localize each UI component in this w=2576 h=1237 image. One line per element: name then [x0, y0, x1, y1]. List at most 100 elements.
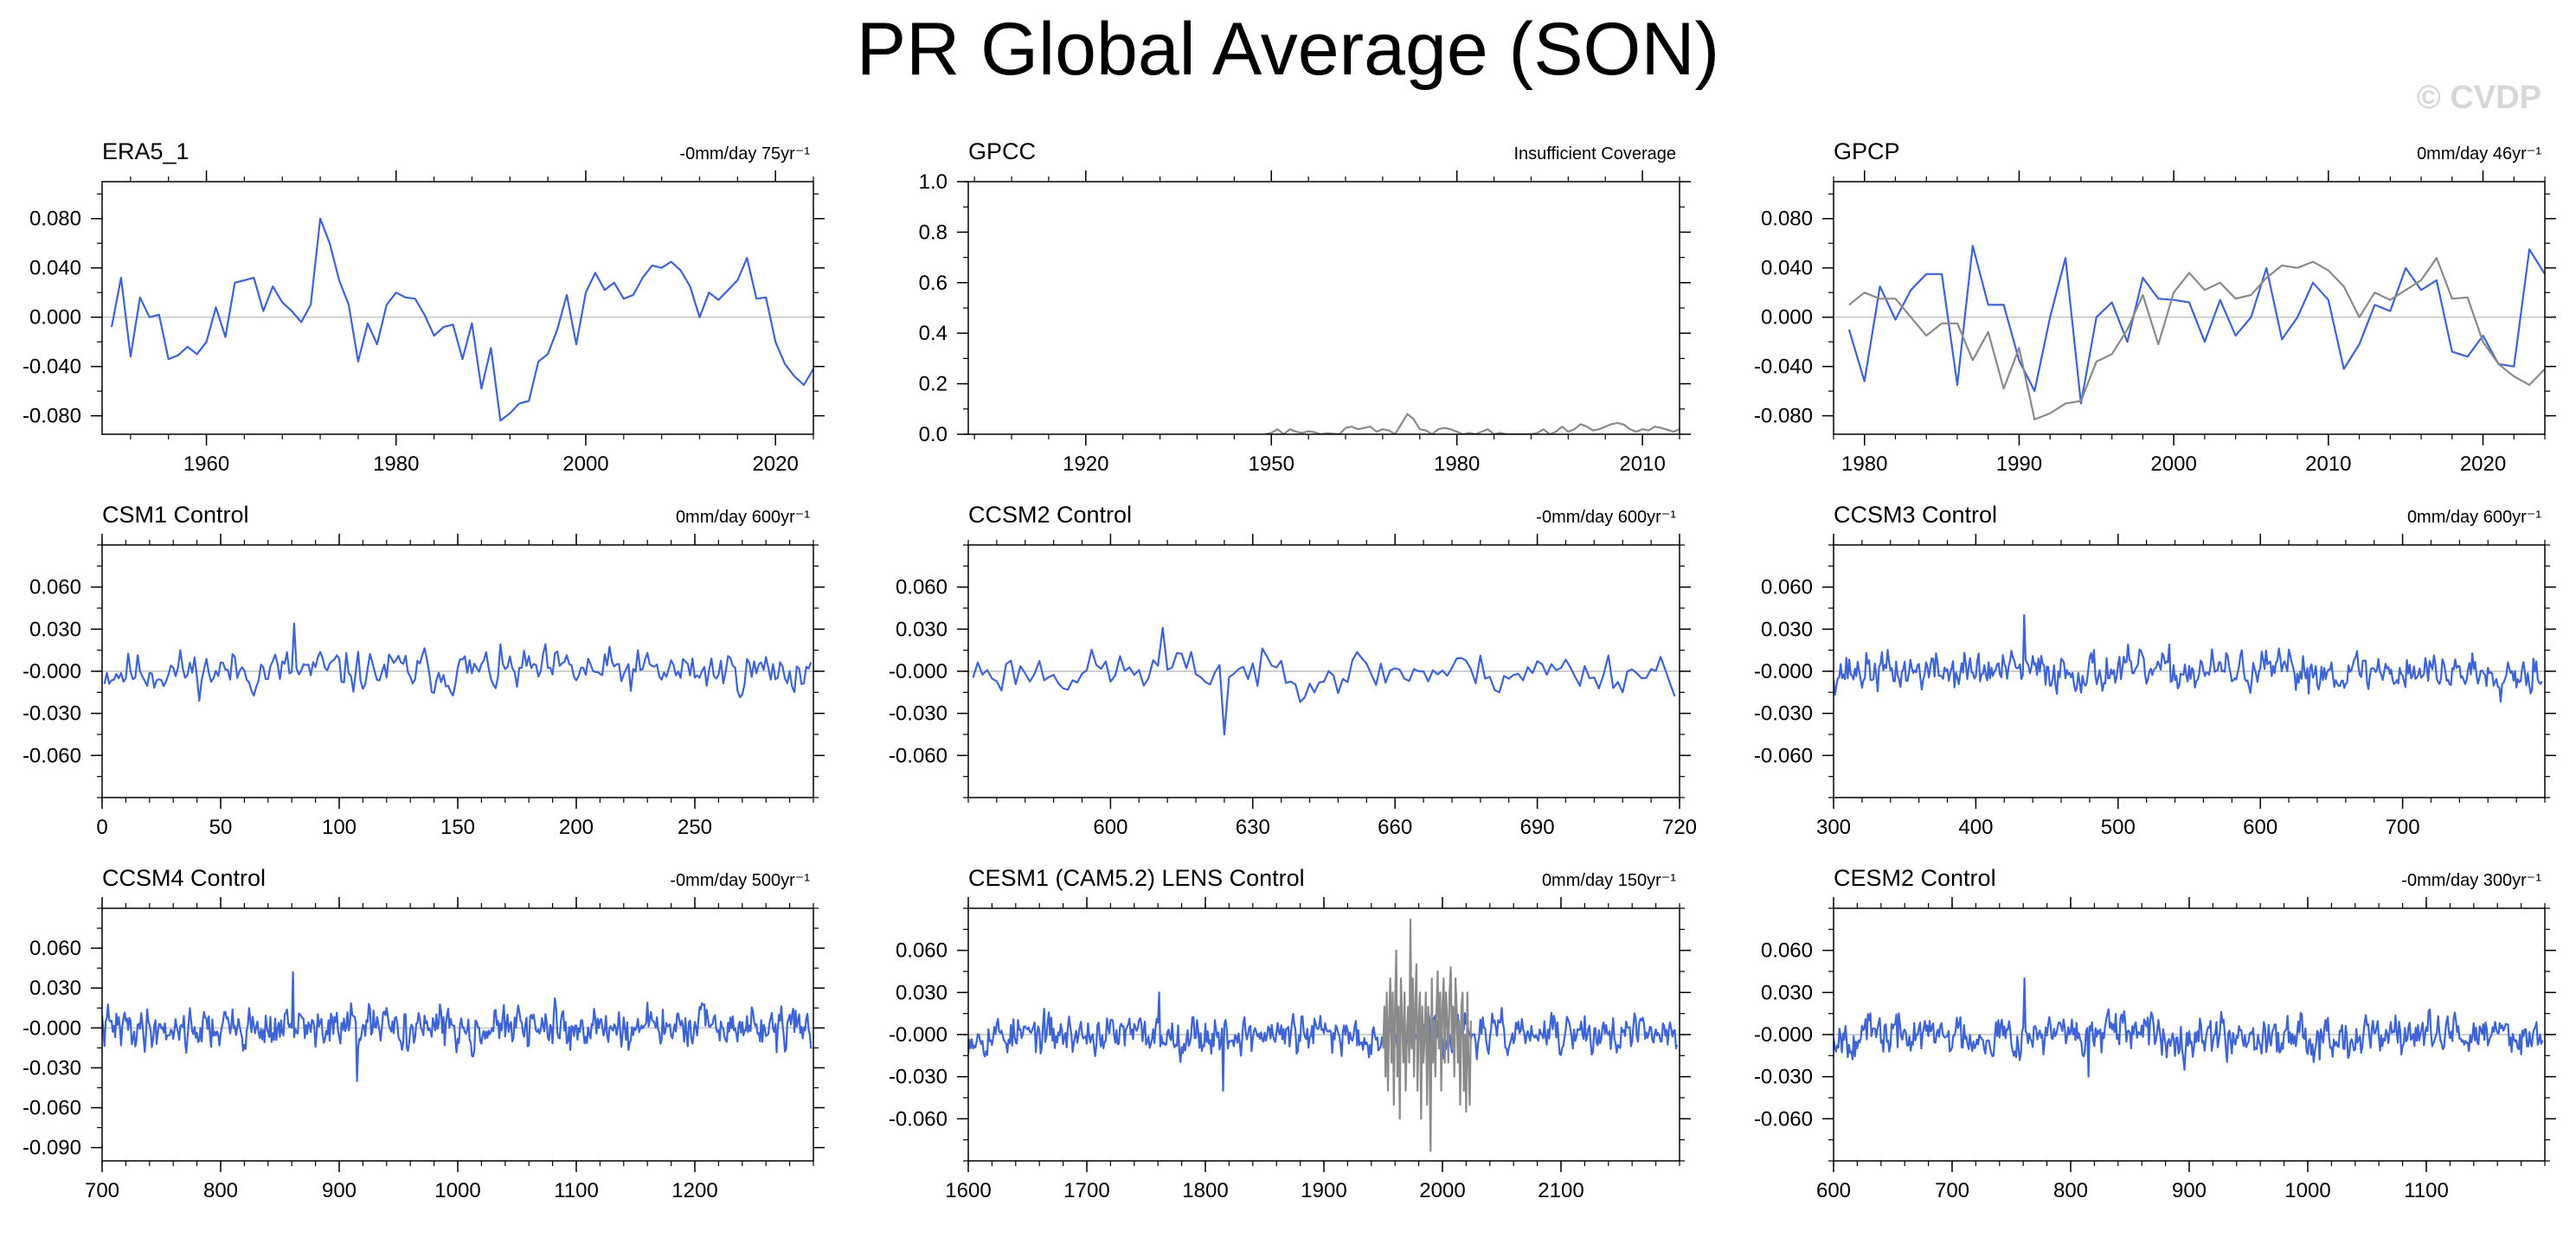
- x-tick-label: 600: [2243, 816, 2277, 839]
- x-tick-label: 300: [1816, 816, 1851, 839]
- y-tick-label: -0.000: [1754, 660, 1813, 683]
- panel-trend-label: 0mm/day 600yr⁻¹: [2407, 508, 2541, 527]
- y-tick-label: -0.090: [22, 1137, 81, 1160]
- x-tick-label: 2000: [1419, 1179, 1465, 1202]
- observed-series-line: [1382, 918, 1472, 1152]
- x-tick-label: 50: [209, 816, 233, 839]
- x-tick-label: 1990: [1996, 452, 2042, 476]
- y-tick-label: 0.030: [896, 618, 948, 641]
- panel-trend-label: 0mm/day 46yr⁻¹: [2417, 144, 2541, 163]
- model-series-line: [102, 971, 813, 1082]
- x-tick-label: 2010: [2305, 452, 2351, 476]
- y-tick-label: -0.060: [889, 1107, 948, 1131]
- x-tick-label: 2020: [2460, 452, 2506, 476]
- figure-title: PR Global Average (SON): [856, 8, 1720, 91]
- y-tick-label: 0.030: [1761, 981, 1813, 1004]
- x-tick-label: 400: [1958, 816, 1993, 839]
- x-tick-label: 0: [96, 816, 107, 839]
- y-tick-label: 0.030: [896, 981, 948, 1004]
- model-series-line: [103, 622, 813, 702]
- panel-title: CCSM3 Control: [1834, 502, 1997, 528]
- x-tick-label: 1100: [2404, 1179, 2449, 1202]
- y-tick-label: 0.060: [29, 937, 81, 960]
- x-tick-label: 2000: [562, 452, 608, 476]
- y-tick-label: 0.0: [919, 423, 948, 446]
- x-tick-label: 1800: [1182, 1179, 1228, 1202]
- panel-trend-label: -0mm/day 75yr⁻¹: [679, 144, 810, 163]
- model-series-line: [1834, 614, 2543, 703]
- y-tick-label: 0.060: [896, 939, 948, 963]
- observed-series-line: [1848, 257, 2545, 420]
- panel-frame: [967, 181, 1680, 435]
- panel-trend-label: 0mm/day 150yr⁻¹: [1542, 871, 1676, 890]
- panel-1: GPCC Insufficient Coverage 1920 1950 1980 201…: [919, 138, 1691, 476]
- y-tick-label: -0.000: [889, 1023, 948, 1047]
- panel-title: CESM2 Control: [1834, 865, 1996, 891]
- x-tick-label: 2100: [1538, 1179, 1584, 1202]
- y-tick-label: -0.080: [1754, 405, 1813, 428]
- y-tick-label: -0.030: [1754, 1066, 1813, 1089]
- panel-trend-label: 0mm/day 600yr⁻¹: [676, 508, 810, 527]
- panel-title: GPCC: [968, 138, 1036, 164]
- panel-title: CSM1 Control: [102, 502, 249, 528]
- x-tick-label: 600: [1093, 816, 1127, 839]
- x-tick-label: 1600: [945, 1179, 991, 1202]
- panel-title: CESM1 (CAM5.2) LENS Control: [968, 865, 1305, 891]
- y-tick-label: -0.060: [1754, 1107, 1813, 1131]
- y-tick-label: -0.040: [22, 356, 81, 379]
- x-tick-label: 2010: [1619, 452, 1665, 476]
- y-tick-label: 0.080: [1761, 208, 1813, 231]
- model-series-line: [968, 991, 1679, 1092]
- x-tick-label: 690: [1520, 816, 1555, 839]
- y-tick-label: 0.6: [919, 272, 948, 295]
- panel-3: CSM1 Control 0mm/day 600yr⁻¹ 0 50 100 150 200 2…: [22, 502, 825, 839]
- panel-trend-label: Insufficient Coverage: [1513, 144, 1676, 163]
- x-tick-label: 100: [322, 816, 357, 839]
- model-series-line: [110, 217, 813, 422]
- y-tick-label: -0.000: [22, 660, 81, 683]
- panel-4: CCSM2 Control -0mm/day 600yr⁻¹ 600 630 660 69…: [889, 502, 1697, 839]
- x-tick-label: 2020: [752, 452, 798, 476]
- model-series-line: [972, 626, 1676, 736]
- panel-trend-label: -0mm/day 600yr⁻¹: [1536, 508, 1676, 527]
- y-tick-label: -0.060: [22, 1097, 81, 1120]
- model-series-line: [1847, 245, 2545, 405]
- x-tick-label: 1950: [1249, 452, 1294, 476]
- y-tick-label: -0.030: [889, 1066, 948, 1089]
- x-tick-label: 200: [559, 816, 594, 839]
- panel-7: CESM1 (CAM5.2) LENS Control 0mm/day 150yr…: [889, 865, 1691, 1202]
- cvdp-watermark: © CVDP: [2416, 80, 2541, 116]
- panel-0: ERA5_1 -0mm/day 75yr⁻¹ 1960 1980 2000 2020 -0.…: [22, 138, 825, 476]
- y-tick-label: 0.080: [29, 208, 81, 231]
- x-tick-label: 1980: [1434, 452, 1480, 476]
- y-tick-label: 0.4: [919, 322, 948, 345]
- y-tick-label: 0.000: [1761, 306, 1813, 330]
- panel-trend-label: -0mm/day 500yr⁻¹: [670, 871, 810, 890]
- x-tick-label: 2000: [2150, 452, 2196, 476]
- x-tick-label: 1980: [1841, 452, 1887, 476]
- panel-title: ERA5_1: [102, 138, 190, 164]
- x-tick-label: 720: [1662, 816, 1697, 839]
- x-tick-label: 250: [678, 816, 712, 839]
- y-tick-label: 0.040: [1761, 257, 1813, 280]
- x-tick-label: 900: [2172, 1179, 2207, 1202]
- y-tick-label: 0.030: [1761, 618, 1813, 641]
- x-tick-label: 500: [2101, 816, 2136, 839]
- y-tick-label: 0.060: [1761, 939, 1813, 963]
- y-tick-label: -0.060: [22, 744, 81, 767]
- x-tick-label: 700: [85, 1179, 119, 1202]
- y-tick-label: -0.080: [22, 405, 81, 428]
- x-tick-label: 1920: [1063, 452, 1108, 476]
- panel-5: CCSM3 Control 0mm/day 600yr⁻¹ 300 400 500 600…: [1754, 502, 2556, 839]
- panel-frame: [1833, 181, 2546, 435]
- x-tick-label: 1700: [1063, 1179, 1109, 1202]
- x-tick-label: 600: [1816, 1179, 1851, 1202]
- y-tick-label: 0.030: [29, 618, 81, 641]
- y-tick-label: 0.060: [1761, 576, 1813, 599]
- x-tick-label: 1900: [1301, 1179, 1346, 1202]
- x-tick-label: 660: [1378, 816, 1412, 839]
- panel-title: CCSM4 Control: [102, 865, 266, 891]
- y-tick-label: -0.040: [1754, 356, 1813, 379]
- x-tick-label: 1100: [554, 1179, 599, 1202]
